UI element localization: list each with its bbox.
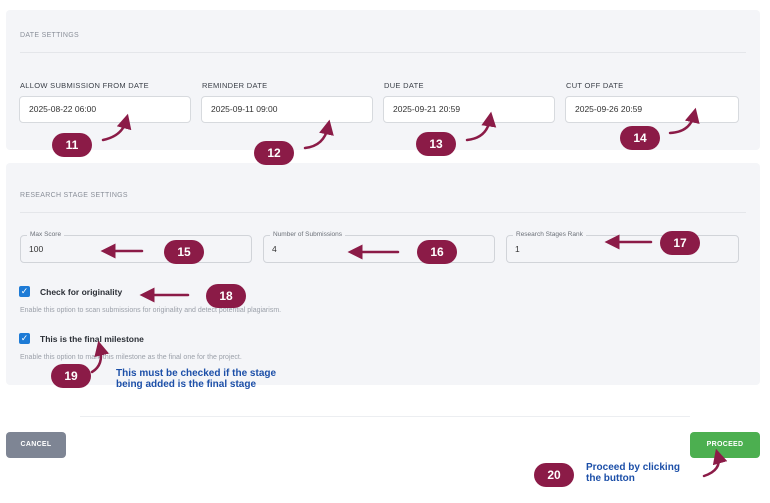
final-milestone-checkbox[interactable]: ✓ (19, 333, 30, 344)
due-date-label: DUE DATE (384, 81, 424, 90)
annotation-badge-16: 16 (417, 240, 457, 264)
reminder-date-input[interactable]: 2025-09-11 09:00 (201, 96, 373, 123)
final-stage-note: This must be checked if the stage being … (116, 368, 276, 390)
date-settings-panel: DATE SETTINGS ALLOW SUBMISSION FROM DATE… (6, 10, 760, 150)
arrow-20 (702, 448, 728, 478)
arrow-11 (101, 113, 132, 142)
research-stages-rank-field[interactable]: Research Stages Rank 1 (506, 231, 739, 263)
divider (20, 212, 746, 213)
number-of-submissions-field[interactable]: Number of Submissions 4 (263, 231, 495, 263)
originality-checkbox[interactable]: ✓ (19, 286, 30, 297)
annotation-badge-11: 11 (52, 133, 92, 157)
research-stages-rank-label: Research Stages Rank (513, 231, 586, 238)
arrow-19 (90, 340, 110, 374)
proceed-note: Proceed by clicking the button (586, 462, 680, 484)
research-stage-settings-panel: RESEARCH STAGE SETTINGS Max Score 100 Nu… (6, 163, 760, 385)
final-stage-note-line1: This must be checked if the stage (116, 368, 277, 379)
final-milestone-check-desc: Enable this option to mark this mileston… (20, 354, 242, 361)
annotation-badge-20: 20 (534, 463, 574, 487)
footer-divider (80, 416, 690, 417)
annotation-badge-13: 13 (416, 132, 456, 156)
cut-off-date-label: CUT OFF DATE (566, 81, 624, 90)
reminder-date-label: REMINDER DATE (202, 81, 268, 90)
allow-submission-label: ALLOW SUBMISSION FROM DATE (20, 81, 149, 90)
annotation-badge-17: 17 (660, 231, 700, 255)
proceed-note-line2: the button (586, 473, 635, 484)
arrow-13 (465, 111, 497, 142)
proceed-note-line1: Proceed by clicking (586, 462, 680, 473)
research-stages-rank-value: 1 (515, 244, 520, 254)
number-of-submissions-value: 4 (272, 244, 277, 254)
originality-check-desc: Enable this option to scan submissions f… (20, 307, 282, 314)
max-score-field[interactable]: Max Score 100 (20, 231, 252, 263)
annotation-badge-15: 15 (164, 240, 204, 264)
annotation-badge-18: 18 (206, 284, 246, 308)
allow-submission-date-input[interactable]: 2025-08-22 06:00 (19, 96, 191, 123)
date-settings-title: DATE SETTINGS (20, 32, 79, 39)
cancel-button[interactable]: CANCEL (6, 432, 66, 458)
annotation-badge-12: 12 (254, 141, 294, 165)
arrow-14 (668, 107, 700, 135)
arrow-12 (303, 119, 334, 150)
cut-off-date-input[interactable]: 2025-09-26 20:59 (565, 96, 739, 123)
annotation-badge-14: 14 (620, 126, 660, 150)
final-stage-note-line2: being added is the final stage (116, 379, 257, 390)
annotation-badge-19: 19 (51, 364, 91, 388)
originality-check-title: Check for originality (40, 287, 123, 297)
number-of-submissions-label: Number of Submissions (270, 231, 345, 238)
max-score-label: Max Score (27, 231, 65, 238)
final-milestone-check-title: This is the final milestone (40, 334, 144, 344)
research-stage-settings-title: RESEARCH STAGE SETTINGS (20, 192, 128, 199)
divider (20, 52, 746, 53)
due-date-input[interactable]: 2025-09-21 20:59 (383, 96, 555, 123)
max-score-value: 100 (29, 244, 44, 254)
